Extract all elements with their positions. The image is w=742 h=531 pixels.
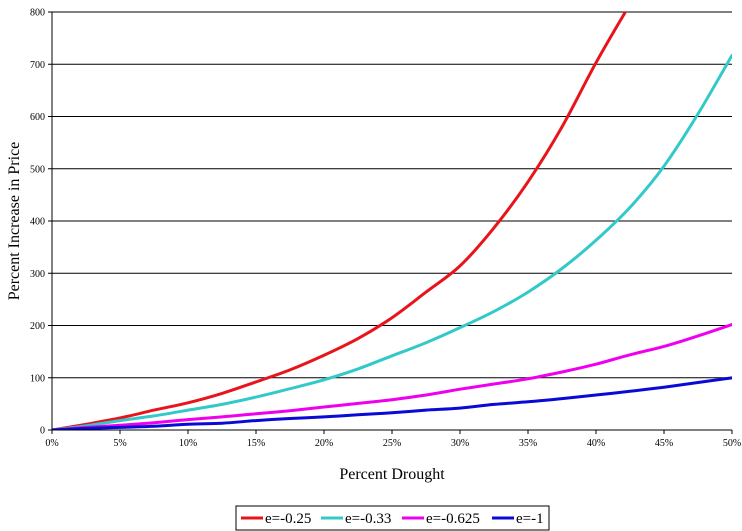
y-tick-label: 800 [30,8,45,19]
x-tick-label: 10% [179,438,197,449]
x-tick-label: 20% [315,438,333,449]
y-tick-label: 0 [40,426,45,437]
legend-label-4: e=-1 [516,511,544,527]
x-tick-label: 45% [655,438,673,449]
x-axis-title: Percent Drought [339,466,445,483]
legend-label-1: e=-0.25 [265,511,311,527]
x-tick-label: 35% [519,438,537,449]
y-tick-label: 200 [30,321,45,332]
y-tick-label: 500 [30,164,45,175]
legend-label-2: e=-0.33 [345,511,391,527]
legend-label-3: e=-0.625 [426,511,480,527]
series-lines [52,12,732,430]
x-tick-label: 40% [587,438,605,449]
series-line-3 [52,323,732,430]
legend: e=-0.25 e=-0.33 e=-0.625 e=-1 [235,505,550,531]
x-tick-label: 5% [113,438,126,449]
x-tick-labels: 0% 5% 10% 15% 20% 25% 30% 35% 40% 45% 50% [45,430,741,449]
y-tick-labels: 0 100 200 300 400 500 600 700 800 [30,8,52,437]
series-line-1 [52,12,628,430]
x-tick-label: 30% [451,438,469,449]
y-tick-label: 100 [30,373,45,384]
y-tick-label: 600 [30,112,45,123]
y-tick-label: 400 [30,217,45,228]
series-line-2 [52,53,732,430]
x-tick-label: 0% [45,438,58,449]
x-tick-label: 25% [383,438,401,449]
x-tick-label: 15% [247,438,265,449]
y-tick-label: 300 [30,269,45,280]
series-line-4 [52,376,732,430]
y-tick-label: 700 [30,60,45,71]
y-axis-title: Percent Increase in Price [6,142,23,301]
x-tick-label: 50% [723,438,741,449]
